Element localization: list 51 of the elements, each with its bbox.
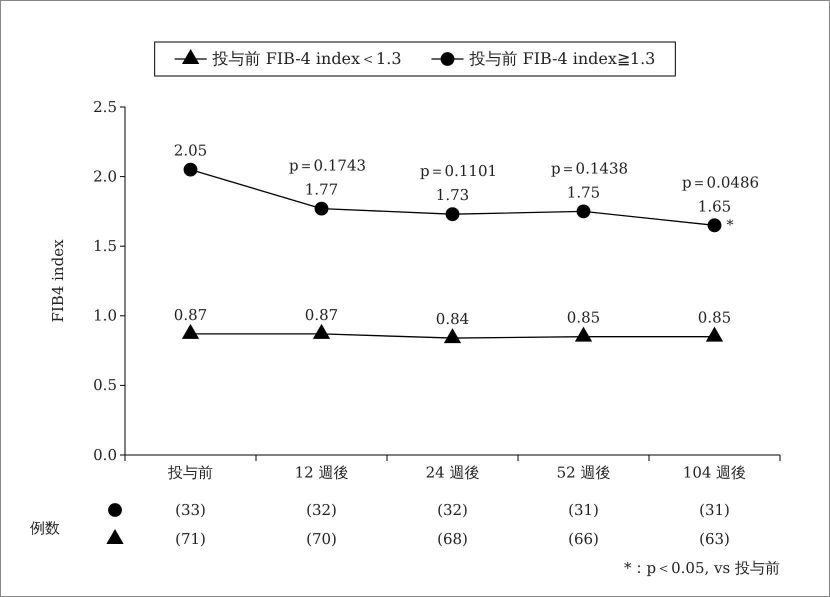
x-tick-label: 投与前: [167, 464, 213, 482]
y-tick-label: 2.5: [93, 98, 117, 116]
data-label: 1.75: [566, 183, 600, 202]
text: (31): [568, 501, 599, 519]
text: *：p＜0.05, vs 投与前: [624, 559, 780, 577]
text: (31): [699, 501, 730, 519]
data-label: 1.73: [436, 186, 470, 204]
annotation: p＝0.1743: [288, 156, 366, 175]
annotation: p＝0.1101: [420, 162, 498, 180]
y-tick-label: 0.0: [93, 446, 117, 464]
legend-label: 投与前 FIB-4 index≧1.3: [468, 49, 656, 68]
point: [574, 326, 592, 342]
y-tick-label: 0.5: [93, 376, 117, 394]
point: [444, 328, 462, 344]
legend-label: 投与前 FIB-4 index＜1.3: [212, 49, 402, 68]
text: (63): [699, 530, 730, 548]
x-tick-label: 24 週後: [426, 464, 480, 482]
point: [446, 207, 460, 222]
data-label: 0.84: [436, 310, 470, 328]
point: [312, 324, 330, 339]
x-tick-label: 104 週後: [682, 464, 746, 482]
text: (71): [175, 530, 206, 548]
x-tick-label: 52 週後: [556, 464, 610, 482]
annotation: *: [726, 217, 734, 234]
point: [182, 324, 200, 339]
data-label: 0.87: [304, 306, 338, 324]
data-label: 1.65: [698, 197, 732, 216]
y-tick-label: 1.0: [93, 306, 117, 325]
text: (32): [306, 501, 337, 519]
data-label: 2.05: [174, 142, 208, 160]
text: 例数: [30, 519, 60, 537]
data-label: 0.85: [566, 308, 600, 327]
point: [708, 218, 722, 232]
y-axis-title: FIB4 index: [49, 238, 67, 323]
text: (32): [437, 501, 468, 519]
point: [314, 202, 328, 216]
point: [184, 162, 198, 177]
text: (68): [437, 530, 468, 548]
text: (66): [568, 530, 599, 548]
y-tick-label: 2.0: [93, 167, 117, 186]
data-label: 0.87: [174, 306, 208, 324]
annotation: p＝0.1438: [550, 159, 628, 178]
x-tick-label: 12 週後: [294, 464, 348, 482]
data-label: 0.85: [698, 308, 732, 327]
text: (70): [306, 530, 337, 548]
point: [576, 204, 590, 218]
data-label: 1.77: [304, 180, 338, 199]
y-tick-label: 1.5: [93, 237, 117, 255]
annotation: p＝0.0486: [682, 173, 760, 192]
text: (33): [175, 501, 206, 519]
point: [706, 326, 724, 342]
